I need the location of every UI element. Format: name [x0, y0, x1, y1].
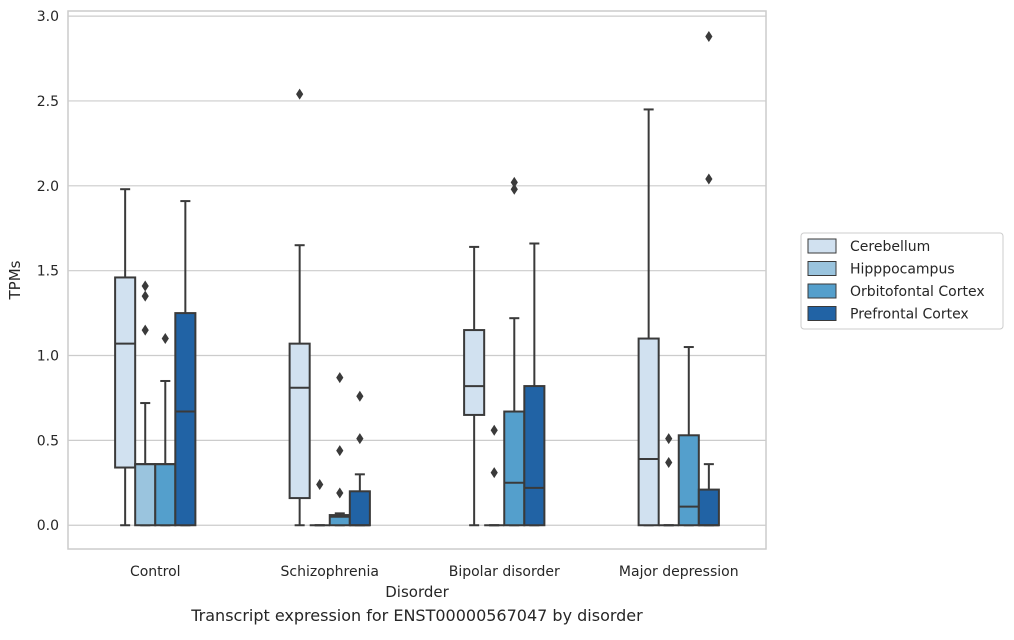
y-tick-label: 0.5 [37, 433, 59, 449]
legend: Cerebellum Hipppocampus Orbitofontal Corte… [800, 232, 1004, 330]
legend-swatch [807, 283, 837, 299]
y-tick-label: 1.5 [37, 264, 59, 280]
x-tick-label: Schizophrenia [281, 564, 379, 580]
box-body [134, 463, 157, 527]
x-axis-label: Disorder [385, 583, 449, 601]
outlier-point [336, 445, 344, 457]
outlier-point [296, 88, 304, 100]
outlier-point [336, 372, 344, 384]
box-body [523, 385, 546, 527]
boxes [114, 30, 720, 527]
box-body [697, 488, 720, 527]
box-1-0 [134, 280, 157, 527]
y-tick-label: 1.0 [37, 349, 59, 365]
box-0-3 [637, 108, 660, 527]
figure-caption: Transcript expression for ENST0000056704… [191, 606, 643, 625]
box-3-1 [348, 390, 371, 527]
x-tick-label: Control [130, 564, 181, 580]
outlier-point [141, 280, 149, 292]
outlier-point [141, 324, 149, 336]
legend-swatch [807, 261, 837, 276]
legend-frame [800, 232, 1004, 330]
outlier-point [490, 424, 498, 436]
legend-swatch [807, 306, 837, 321]
y-tick-label: 2.0 [37, 179, 59, 195]
box-body [114, 276, 137, 469]
outlier-point [705, 30, 713, 42]
box-body [637, 337, 660, 527]
box-body [677, 434, 700, 527]
outlier-point [336, 487, 344, 499]
outlier-point [665, 433, 673, 445]
box-1-1 [309, 479, 330, 527]
legend-label: Prefrontal Cortex [850, 307, 969, 323]
y-tick-label: 2.5 [37, 94, 59, 110]
box-1-2 [484, 424, 505, 527]
legend-label: Orbitofontal Cortex [850, 284, 985, 300]
box-body [348, 490, 371, 527]
legend-swatch [807, 238, 837, 254]
box-body [503, 410, 526, 527]
box-0-0 [114, 188, 137, 527]
outlier-point [141, 290, 149, 302]
y-tick-label: 3.0 [37, 9, 59, 25]
outlier-point [490, 467, 498, 479]
box-2-1 [328, 372, 351, 527]
box-2-2 [503, 176, 526, 527]
y-axis-label: TPMs [6, 260, 24, 300]
outlier-point [705, 173, 713, 185]
box-3-2 [523, 242, 546, 527]
outlier-point [161, 333, 169, 345]
outlier-point [510, 176, 518, 188]
box-1-3 [658, 433, 679, 527]
box-body [154, 463, 177, 527]
x-tick-label: Major depression [619, 564, 739, 580]
box-0-1 [288, 88, 311, 527]
outlier-point [316, 479, 324, 491]
box-body [174, 312, 197, 527]
plot-frame [67, 10, 767, 550]
box-2-3 [677, 346, 700, 527]
x-tick-label: Bipolar disorder [449, 564, 560, 580]
outlier-point [665, 456, 673, 468]
box-0-2 [463, 245, 486, 527]
box-2-0 [154, 333, 177, 527]
box-body [463, 329, 486, 416]
outlier-point [356, 433, 364, 445]
gridlines [68, 15, 766, 526]
box-3-3 [697, 30, 720, 527]
box-body [288, 342, 311, 500]
box-3-0 [174, 200, 197, 527]
y-tick-label: 0.0 [37, 518, 59, 534]
x-tick-labels: Control Schizophrenia Bipolar disorder Majo… [130, 564, 739, 580]
outlier-point [356, 390, 364, 402]
outlier-point [510, 183, 518, 195]
y-tick-labels: 0.0 0.5 1.0 1.5 2.0 2.5 3.0 [37, 9, 59, 534]
legend-label: Hipppocampus [850, 262, 955, 278]
legend-label: Cerebellum [850, 239, 930, 255]
